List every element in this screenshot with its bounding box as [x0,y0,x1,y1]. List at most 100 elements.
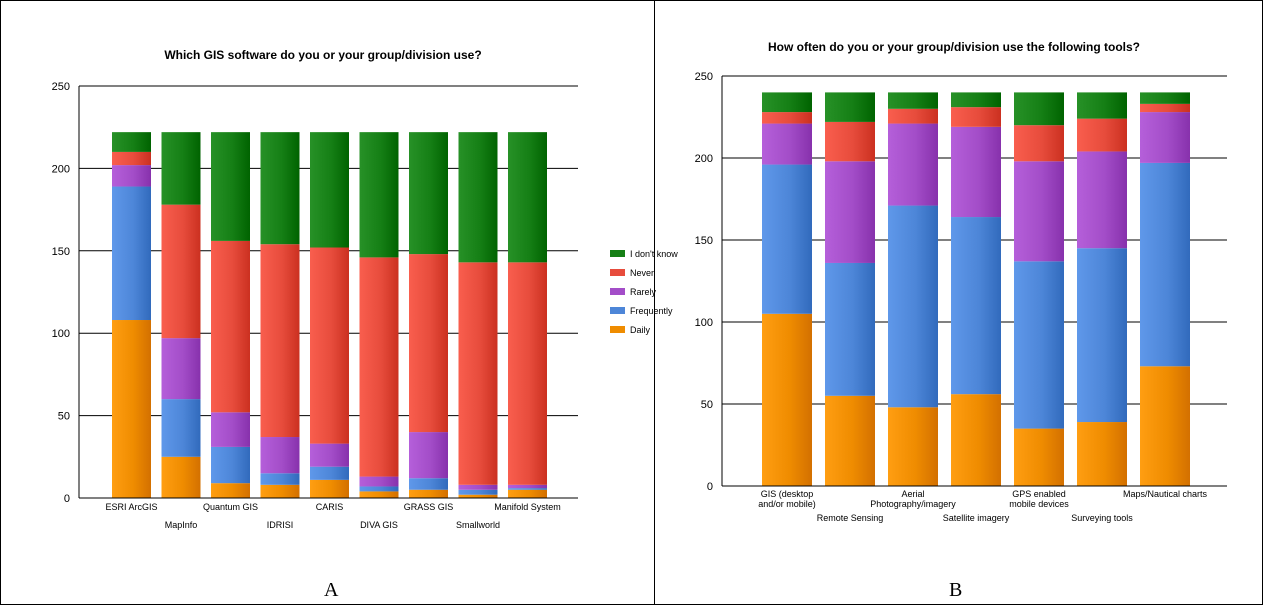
chart-a-bar-frequently [161,399,201,457]
chart-b-bar-rarely [888,123,938,206]
chart-a-bar-daily [409,489,448,498]
chart-a-bar-frequently [112,186,151,321]
chart-a-bar-rarely [211,412,250,447]
chart-a-bar-daily [211,483,250,498]
chart-a-xtick-label: DIVA GIS [360,520,398,530]
chart-b-bar-daily [762,313,812,486]
panel-label-b: B [949,579,963,601]
chart-b-bar-dont_know [762,92,812,113]
legend-label-never: Never [630,268,654,278]
chart-a-bar-rarely [260,437,300,474]
chart-a-bar-never [112,151,151,166]
chart-b-bar-never [951,107,1001,127]
chart-a-ytick-label: 0 [64,493,70,505]
chart-a-xtick-label: GRASS GIS [404,502,454,512]
legend-label-daily: Daily [630,325,651,335]
chart-a-bar-daily [112,320,151,498]
chart-b-ytick-label: 200 [695,153,713,165]
chart-b-bar-dont_know [951,92,1001,108]
chart-b-bar-frequently [888,205,938,408]
legend-swatch-never [610,269,625,276]
chart-a-bar-rarely [310,443,349,467]
chart-b-title: How often do you or your group/division … [768,40,1140,54]
chart-b-bar-never [762,112,812,124]
chart-a-bar-frequently [458,489,498,495]
chart-b-bar-never [1140,103,1190,113]
chart-a-bar-rarely [458,484,498,490]
chart-b-bar-never [1014,125,1064,162]
chart-b-xtick-label: Surveying tools [1071,513,1133,523]
chart-a-bar-frequently [260,473,300,485]
chart-b-bar-frequently [1014,261,1064,429]
legend-label-dont_know: I don't know [630,249,678,259]
chart-b-bar-rarely [762,123,812,165]
chart-b-bar-rarely [825,161,875,263]
chart-a-bar-frequently [211,446,250,484]
chart-a-bar-daily [310,479,349,498]
chart-b-bar-dont_know [1077,92,1127,119]
chart-a-bar-never [260,244,300,438]
chart-b-bar-never [888,108,938,124]
chart-a-xtick-label: MapInfo [165,520,198,530]
chart-a-bar-dont_know [211,132,250,241]
chart-a-plot: 0 50 100 150 200 250 ESRI ArcGIS MapInfo Quantum… [52,81,578,530]
chart-b-ytick-label: 250 [695,71,713,83]
chart-b-ytick-label: 150 [695,235,713,247]
chart-a-xtick-label: Quantum GIS [203,502,258,512]
chart-a-bar-daily [260,484,300,498]
chart-a-bar-never [161,204,201,339]
chart-b-bar-daily [888,407,938,486]
chart-b-bar-rarely [1014,161,1064,262]
chart-b-ytick-label: 100 [695,317,713,329]
chart-a-bar-rarely [409,432,448,479]
chart-b-bar-frequently [1140,162,1190,367]
chart-b-bar-daily [825,395,875,486]
chart-a-legend: I don't know Never Rarely Frequently Daily [610,249,678,335]
chart-b-xtick-label: GIS (desktop and/or mobile) [758,489,816,509]
chart-a-ytick-label: 250 [52,81,70,93]
chart-b-bar-daily [1077,422,1127,486]
chart-a-bar-never [508,262,547,485]
legend-label-frequently: Frequently [630,306,673,316]
chart-a-bar-rarely [112,165,151,187]
chart-a-xtick-label: Manifold System [494,502,561,512]
chart-a-title: Which GIS software do you or your group/… [164,48,481,62]
panel-label-a: A [324,579,339,601]
chart-a-bar-dont_know [260,132,300,245]
chart-b-xtick-label: Maps/Nautical charts [1123,489,1208,499]
chart-a-bar-dont_know [310,132,349,248]
chart-b-bar-rarely [951,126,1001,218]
chart-a-bar-never [359,257,399,477]
chart-a-ytick-label: 50 [58,411,70,423]
chart-a-bar-daily [161,456,201,498]
panel-divider [654,0,655,605]
chart-b-xtick-label: Aerial Photography/imagery [870,489,956,509]
chart-b-plot: 0 50 100 150 200 250 GIS (desktop and/or mobile… [695,71,1227,523]
chart-a-bar-never [409,254,448,433]
chart-a-bar-dont_know [409,132,448,255]
chart-a-bar-frequently [310,466,349,480]
chart-a-xtick-label: Smallworld [456,520,500,530]
chart-b-ytick-label: 50 [701,399,713,411]
chart-a-bar-dont_know [359,132,399,258]
legend-label-rarely: Rarely [630,287,657,297]
chart-b-bar-dont_know [1140,92,1190,104]
chart-b-bar-frequently [762,164,812,314]
chart-a-bar-dont_know [508,132,547,263]
chart-a-ytick-label: 100 [52,328,70,340]
chart-a-bar-never [458,262,498,485]
chart-a-ytick-label: 200 [52,163,70,175]
chart-a-xtick-label: ESRI ArcGIS [105,502,157,512]
chart-a-bar-dont_know [458,132,498,263]
chart-b-bar-frequently [951,217,1001,395]
legend-swatch-frequently [610,307,625,314]
chart-b-bar-rarely [1077,151,1127,249]
chart-b-bar-never [1077,118,1127,152]
chart-b-xtick-label: Satellite imagery [943,513,1010,523]
chart-a-bar-never [310,247,349,444]
chart-b-bar-never [825,121,875,162]
chart-b-bar-daily [1140,366,1190,486]
chart-b-bar-daily [1014,428,1064,486]
chart-b-bar-frequently [1077,248,1127,423]
